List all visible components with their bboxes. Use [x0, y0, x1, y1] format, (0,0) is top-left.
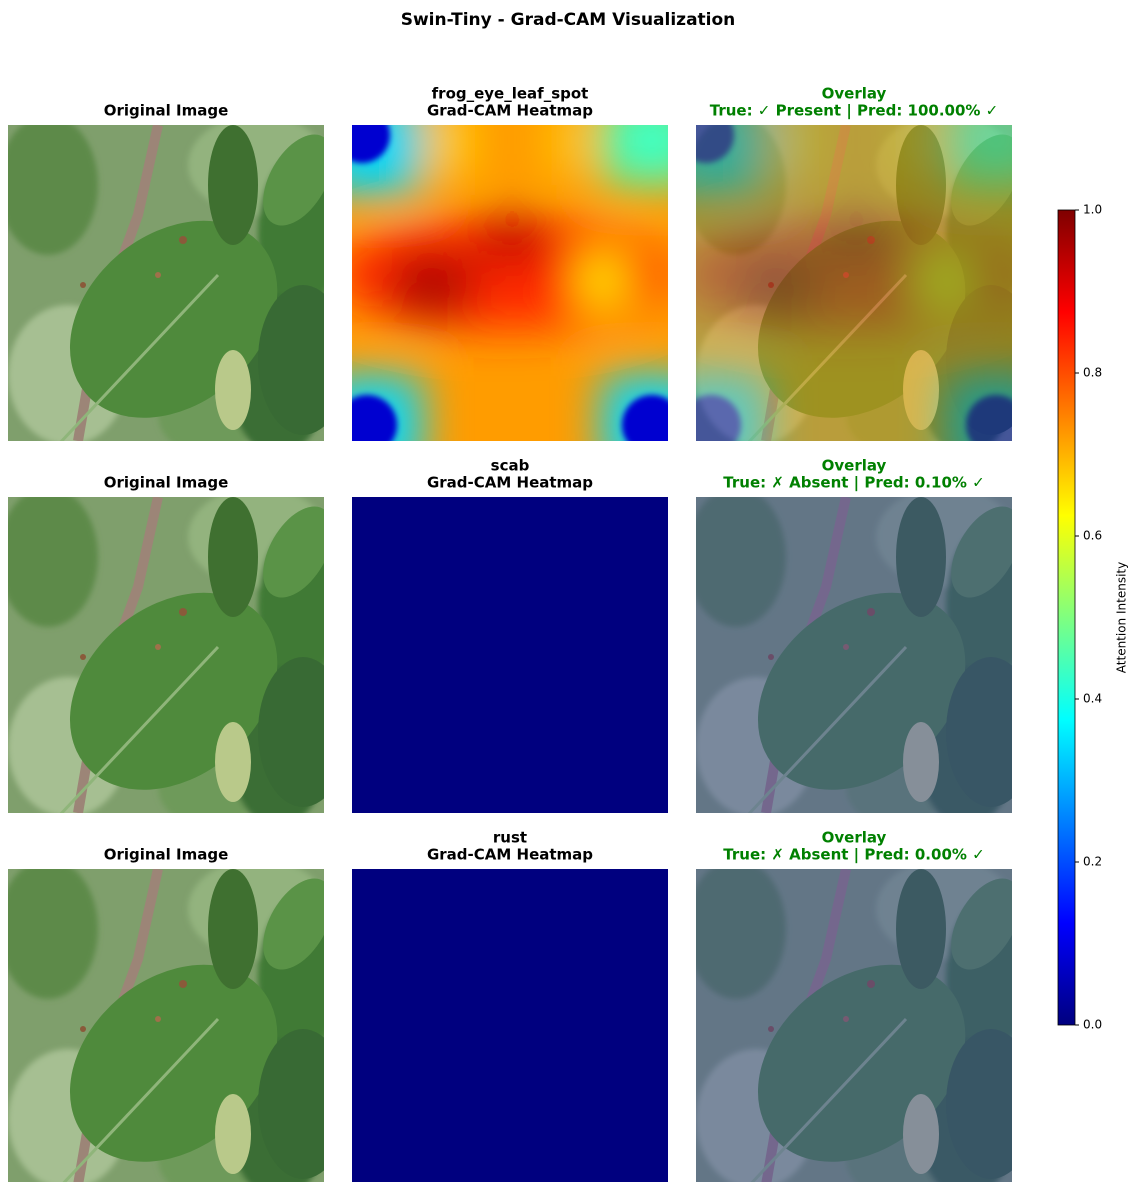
heatmap-image: [352, 497, 668, 813]
colorbar-tick-label: 0.2: [1083, 855, 1102, 869]
panel-title: Grad-CAM Heatmap: [427, 474, 593, 492]
panel-subtitle: True: ✗ Absent | Pred: 0.00% ✓: [723, 846, 984, 865]
panel-title: Grad-CAM Heatmap: [427, 102, 593, 120]
overlay-heat: [696, 497, 1012, 813]
panel-title: Original Image: [104, 102, 229, 120]
overlay-heat: [666, 95, 1046, 475]
original-image: [0, 115, 348, 458]
panel-subtitle: True: ✗ Absent | Pred: 0.10% ✓: [723, 474, 984, 493]
panel-title: Overlay: [822, 457, 887, 475]
colorbar: [1058, 210, 1075, 1025]
panel-subtitle: True: ✓ Present | Pred: 100.00% ✓: [710, 102, 999, 121]
panel-title: Overlay: [822, 829, 887, 847]
panel-title: scab: [491, 457, 530, 475]
panel-title: rust: [493, 829, 527, 847]
colorbar-tick-label: 0.6: [1083, 529, 1102, 543]
heatmap-image: [352, 869, 668, 1182]
colorbar-tick-label: 0.0: [1083, 1018, 1102, 1032]
panel-title: Overlay: [822, 85, 887, 103]
original-image: [0, 859, 348, 1182]
panel-title: Grad-CAM Heatmap: [427, 846, 593, 864]
heatmap-image: [322, 95, 702, 475]
colorbar-label: Attention Intensity: [1115, 562, 1129, 673]
overlay-heat: [696, 869, 1012, 1182]
figure-title: Swin-Tiny - Grad-CAM Visualization: [401, 10, 736, 30]
figure: Swin-Tiny - Grad-CAM Visualization Origin…: [0, 0, 1135, 1182]
panel-title: frog_eye_leaf_spot: [432, 85, 589, 103]
panel-title: Original Image: [104, 846, 229, 864]
colorbar-tick-label: 1.0: [1083, 203, 1102, 217]
original-image: [0, 487, 348, 830]
panel-title: Original Image: [104, 474, 229, 492]
colorbar-tick-label: 0.4: [1083, 692, 1102, 706]
colorbar-tick-label: 0.8: [1083, 366, 1102, 380]
